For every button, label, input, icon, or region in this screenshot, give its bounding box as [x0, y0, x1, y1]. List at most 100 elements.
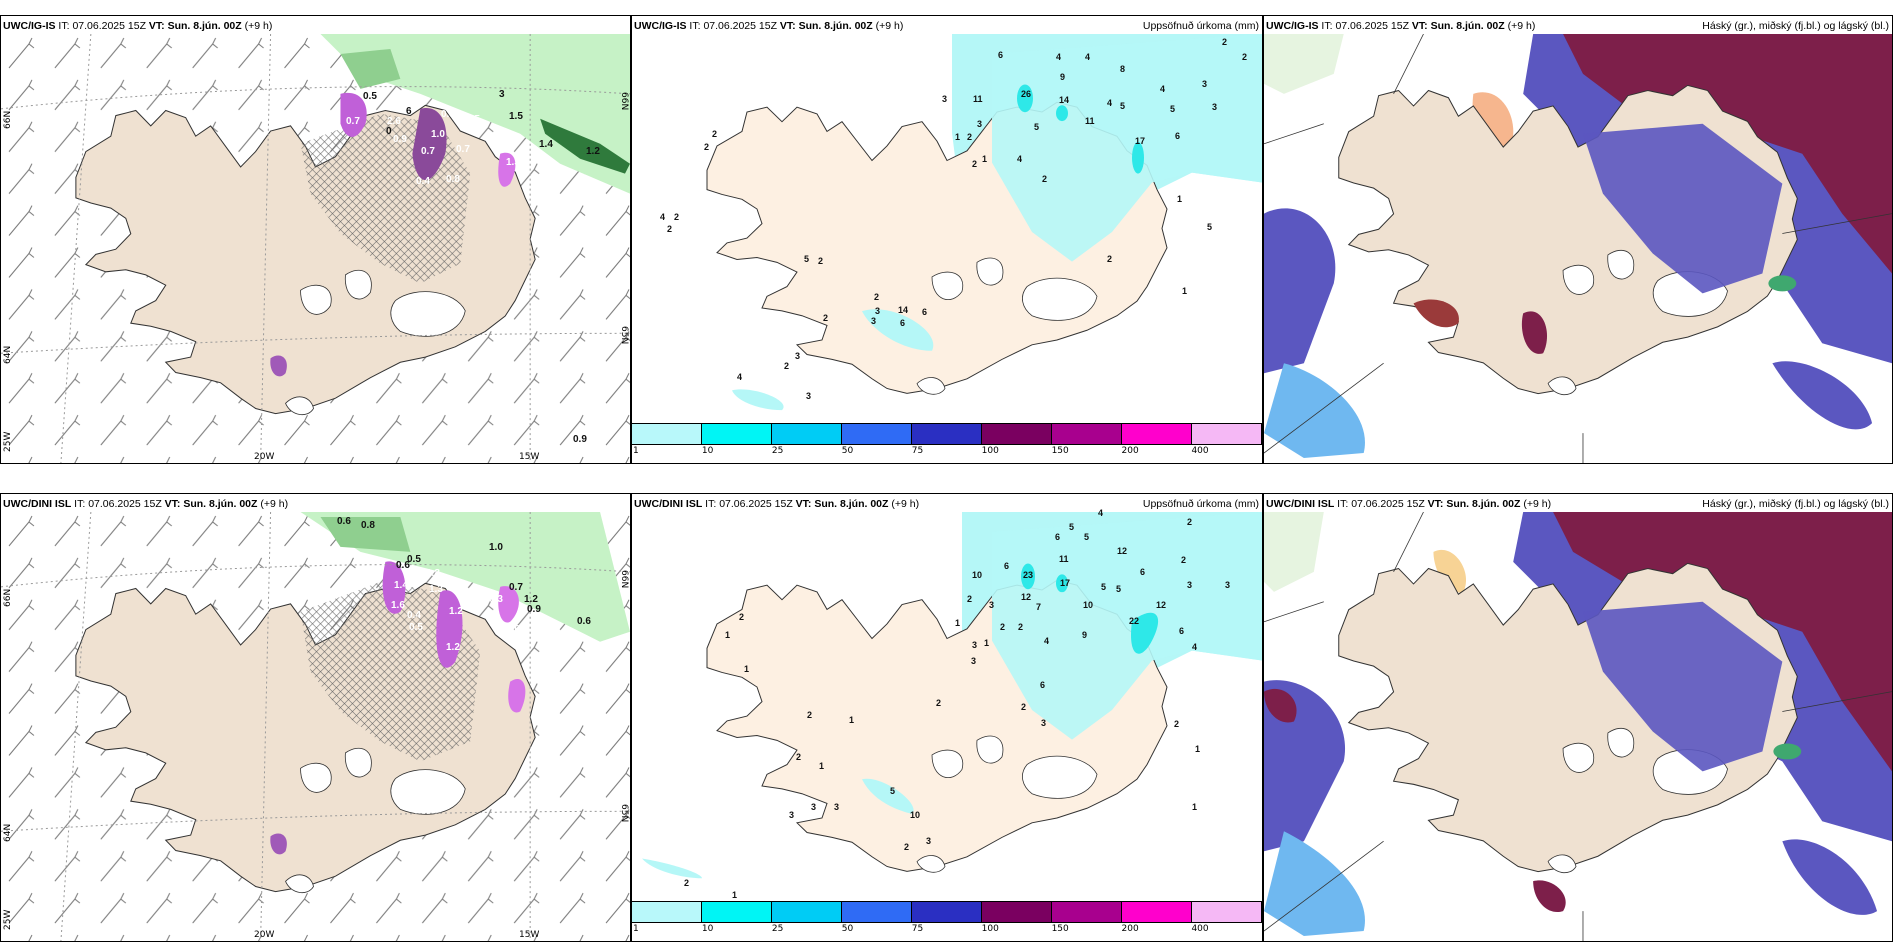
value-label: 0.9 [393, 134, 407, 145]
precip-value: 1 [1182, 286, 1188, 296]
model-label: UWC/DINI ISL [1266, 498, 1335, 510]
value-label: 0.6 [577, 616, 591, 627]
cloud-high-area [1533, 880, 1566, 913]
precip-value: 2 [1222, 37, 1228, 47]
colorbar-tick: 75 [911, 924, 924, 934]
colorbar-swatch [1192, 902, 1262, 922]
precip-value: 3 [806, 391, 812, 401]
precip-value: 1 [819, 761, 825, 771]
precip-cell [1132, 141, 1144, 174]
precip-map-svg [642, 512, 1262, 879]
value-label: 0.8 [446, 174, 460, 185]
lon-label-20w: 20W [254, 930, 275, 940]
precip-value: 2 [1107, 254, 1113, 264]
wind-map[interactable]: 0.5 6 0 3 1.5 1.4 1.2 0.9 0.7 0.9 2.6 0.… [1, 34, 630, 463]
precip-value: 4 [1044, 636, 1050, 646]
lead-time: (+9 h) [244, 20, 273, 32]
lat-label-64n: 64N [3, 345, 13, 364]
colorbar-labels: 1 10 25 50 75 100 150 200 400 [632, 923, 1262, 937]
value-label: 1.6 [506, 624, 520, 635]
colorbar: 1 10 25 50 75 100 150 200 400 [632, 423, 1262, 461]
precip-value: 2 [796, 752, 802, 762]
precip-value: 5 [1069, 522, 1075, 532]
panel-title: UWC/IG-IS IT: 07.06.2025 15Z VT: Sun. 8.… [3, 20, 272, 32]
model-label: UWC/DINI ISL [3, 498, 72, 510]
precip-value: 5 [1101, 582, 1107, 592]
precip-value: 2 [1242, 52, 1248, 62]
precip-value: 9 [1082, 630, 1088, 640]
colorbar-swatch [912, 902, 982, 922]
precip-value: 6 [1140, 567, 1146, 577]
precip-area [732, 389, 784, 411]
vt-value: Sun. 8.jún. 00Z [814, 498, 889, 510]
value-label: 1.4 [539, 139, 553, 150]
snow-area [382, 561, 406, 614]
precip-value: 12 [1117, 546, 1128, 556]
precip-value: 3 [789, 810, 795, 820]
colorbar-labels: 1 10 25 50 75 100 150 200 400 [632, 445, 1262, 459]
value-label: 1.5 [509, 111, 523, 122]
wind-map[interactable]: 0.6 0.8 0.5 0.6 1.0 0.7 1.2 0.9 0.6 1.3 … [1, 512, 630, 941]
precip-value: 1 [955, 618, 961, 628]
value-label: 0.4 [407, 610, 421, 621]
lat-label-66n-right: 66N [619, 92, 629, 111]
panel-clouds-ig-is: UWC/IG-IS IT: 07.06.2025 15Z VT: Sun. 8.… [1263, 15, 1893, 464]
colorbar-tick: 400 [1191, 924, 1209, 934]
value-label: 1.3 [346, 582, 360, 593]
cloud-high-area [1521, 311, 1548, 354]
vt-label: VT: [795, 498, 812, 510]
colorbar-tick: 25 [771, 446, 784, 456]
value-label: 0.8 [426, 568, 440, 579]
precip-value: 2 [818, 256, 824, 266]
precip-map[interactable]: 4 2 5 6 5 12 11 23 17 6 10 6 2 3 3 5 5 1… [632, 508, 1262, 903]
precip-area [992, 34, 1262, 262]
colorbar-swatch [982, 424, 1052, 444]
snow-area [270, 355, 287, 377]
cloud-map[interactable] [1264, 512, 1892, 941]
lead-time: (+9 h) [875, 20, 904, 32]
snow-area [498, 586, 519, 623]
value-label: 2.6 [387, 116, 401, 127]
precip-value: 2 [674, 212, 680, 222]
panel-title: UWC/DINI ISL IT: 07.06.2025 15Z VT: Sun.… [1266, 498, 1551, 510]
colorbar-tick: 50 [841, 446, 854, 456]
precip-value: 1 [744, 664, 750, 674]
precip-value: 2 [1021, 702, 1027, 712]
cloud-title: Háský (gr.), miðský (fj.bl.) og lágský (… [1702, 20, 1889, 32]
precip-value: 3 [971, 656, 977, 666]
value-label: 0.7 [346, 116, 360, 127]
it-label: IT: [74, 498, 86, 510]
precip-area [642, 858, 702, 879]
lon-label-15w: 15W [519, 930, 540, 940]
green-mid-area [320, 516, 411, 552]
value-label: 0.5 [363, 91, 377, 102]
precip-value: 5 [1084, 532, 1090, 542]
precip-value: 1 [984, 638, 990, 648]
colorbar-swatch [632, 424, 702, 444]
precip-value: 3 [1202, 79, 1208, 89]
precip-value: 23 [1023, 570, 1034, 580]
precip-value: 14 [898, 305, 909, 315]
snow-area [508, 678, 526, 713]
precip-value: 11 [973, 94, 983, 104]
model-label: UWC/DINI ISL [634, 498, 703, 510]
value-label: 3 [499, 89, 505, 100]
vt-value: Sun. 8.jún. 00Z [1446, 498, 1521, 510]
precip-value: 2 [704, 142, 710, 152]
precip-value: 2 [936, 698, 942, 708]
value-label: 0.9 [573, 434, 587, 445]
value-label: 0.5 [466, 114, 480, 125]
precip-value: 1 [732, 890, 738, 900]
precip-value: 1 [725, 630, 731, 640]
cloud-title: Háský (gr.), miðský (fj.bl.) og lágský (… [1702, 498, 1889, 510]
precip-value: 3 [871, 316, 877, 326]
precip-value: 6 [1179, 626, 1185, 636]
precip-value: 6 [1175, 131, 1181, 141]
colorbar-swatches [632, 901, 1262, 923]
precip-map[interactable]: 6 4 4 9 8 26 14 11 3 4 5 17 4 5 11 5 3 3… [632, 34, 1262, 425]
precip-value: 6 [922, 307, 928, 317]
panel-title: UWC/IG-IS IT: 07.06.2025 15Z VT: Sun. 8.… [1266, 20, 1535, 32]
cloud-map[interactable] [1264, 34, 1892, 463]
colorbar-tick: 75 [911, 446, 924, 456]
snow-area [498, 152, 516, 187]
